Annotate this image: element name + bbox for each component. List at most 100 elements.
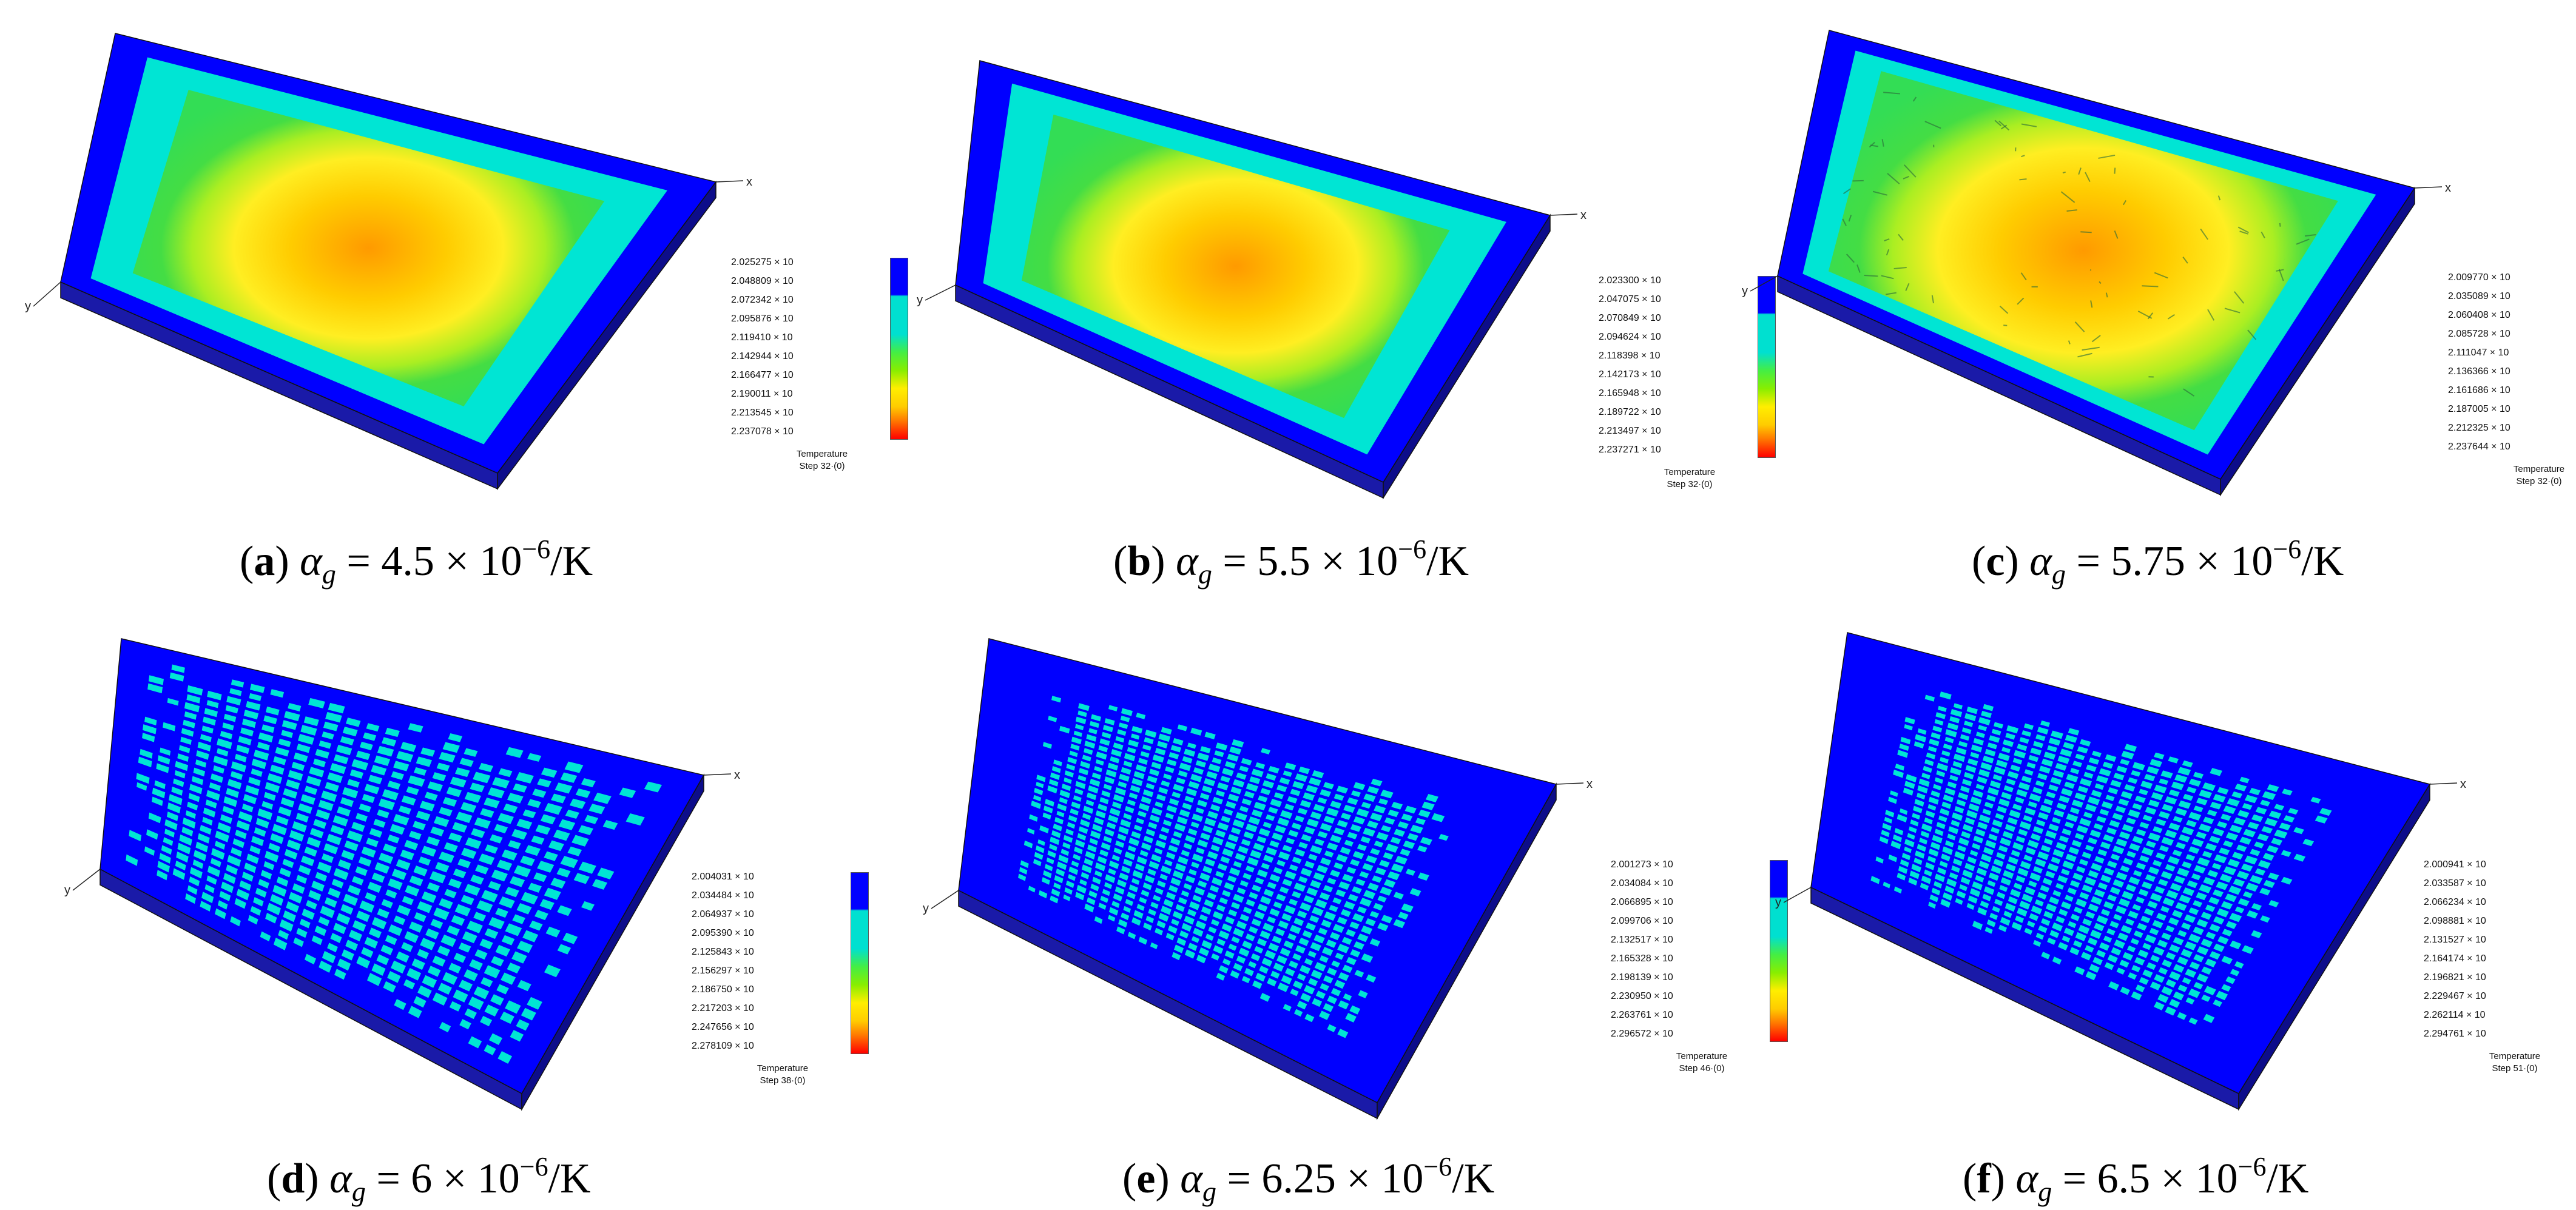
legend-value: 2.119410 × 10 <box>731 332 793 343</box>
legend-value: 2.136366 × 10 <box>2448 366 2510 377</box>
panel-d: x y 2.004031 × 10 2.034484 × 10 2.064937 × 1… <box>0 605 869 1210</box>
legend-value: 2.004031 × 10 <box>692 872 754 882</box>
crack-pattern <box>1870 691 2332 1025</box>
legend-value: 2.164174 × 10 <box>2424 953 2486 964</box>
legend-color-bar <box>890 258 908 440</box>
panel-caption: (f) αg = 6.5 × 10−6/K <box>1963 1152 2309 1207</box>
legend-title: Temperature <box>2513 464 2565 474</box>
panel-a: x y 2.025275 × 10 2.048809 × 10 2.072342 × 1… <box>0 0 908 605</box>
legend-value: 2.033587 × 10 <box>2424 878 2486 889</box>
legend-value: 2.237271 × 10 <box>1599 445 1661 455</box>
crack-pattern <box>1018 696 1449 1038</box>
panel-caption: (b) αg = 5.5 × 10−6/K <box>1113 534 1469 590</box>
legend-title: Temperature <box>757 1063 809 1074</box>
plate-render: xy <box>917 60 1586 500</box>
legend-value: 2.098881 × 10 <box>2424 916 2486 926</box>
legend-color-bar <box>1758 276 1776 458</box>
legend-value: 2.118398 × 10 <box>1599 351 1661 361</box>
legend-value: 2.034484 × 10 <box>692 890 754 901</box>
temperature-legend: 2.004031 × 10 2.034484 × 10 2.064937 × 10 2… <box>692 872 892 1151</box>
legend-value: 2.085728 × 10 <box>2448 329 2510 339</box>
legend-value: 2.230950 × 10 <box>1611 991 1673 1001</box>
legend-value: 2.217203 × 10 <box>692 1003 754 1013</box>
temperature-legend: 2.025275 × 10 2.048809 × 10 2.072342 × 10 2… <box>731 258 931 537</box>
legend-step: Step 46·(0) <box>1679 1063 1725 1074</box>
panel-caption: (d) αg = 6 × 10−6/K <box>267 1152 591 1207</box>
temperature-legend: 2.001273 × 10 2.034084 × 10 2.066895 × 10 2… <box>1611 860 1811 1139</box>
legend-value: 2.294761 × 10 <box>2424 1029 2486 1039</box>
panel-caption: (a) αg = 4.5 × 10−6/K <box>240 534 593 590</box>
axis-y-label: y <box>64 884 70 897</box>
legend-value: 2.142944 × 10 <box>731 351 794 361</box>
panel-caption: (c) αg = 5.75 × 10−6/K <box>1972 534 2344 590</box>
legend-value: 2.165328 × 10 <box>1611 953 1673 964</box>
axis-x-label: x <box>1580 209 1586 222</box>
axis-y-label: y <box>917 294 923 307</box>
legend-value: 2.099706 × 10 <box>1611 916 1673 926</box>
legend-title: Temperature <box>1664 467 1716 477</box>
legend-value: 2.142173 × 10 <box>1599 369 1661 380</box>
legend-value: 2.066895 × 10 <box>1611 897 1673 907</box>
legend-value: 2.009770 × 10 <box>2448 272 2510 283</box>
legend-value: 2.237644 × 10 <box>2448 442 2510 452</box>
legend-color-bar <box>1770 860 1788 1042</box>
legend-value: 2.064937 × 10 <box>692 909 754 919</box>
legend-step: Step 32·(0) <box>2516 476 2562 486</box>
legend-value: 2.212325 × 10 <box>2448 423 2510 433</box>
legend-value: 2.229467 × 10 <box>2424 991 2486 1001</box>
axis-x-label: x <box>746 175 752 189</box>
legend-value: 2.000941 × 10 <box>2424 859 2486 870</box>
legend-value: 2.095390 × 10 <box>692 928 754 938</box>
legend-value: 2.095876 × 10 <box>731 314 794 324</box>
crack-pattern <box>126 664 663 1064</box>
legend-value: 2.189722 × 10 <box>1599 407 1661 417</box>
plate-render: xy <box>923 638 1593 1120</box>
legend-title: Temperature <box>1676 1051 1728 1061</box>
legend-value: 2.161686 × 10 <box>2448 385 2510 395</box>
legend-value: 2.186750 × 10 <box>692 984 754 995</box>
warm-core <box>1021 114 1450 418</box>
legend-value: 2.035089 × 10 <box>2448 291 2510 301</box>
legend-step: Step 51·(0) <box>2492 1063 2538 1074</box>
plate-render: xy <box>1775 632 2466 1111</box>
legend-value: 2.001273 × 10 <box>1611 859 1673 870</box>
legend-value: 2.072342 × 10 <box>731 295 794 305</box>
axis-y-label: y <box>1742 284 1748 298</box>
plate-render: xy <box>64 638 740 1111</box>
legend-value: 2.034084 × 10 <box>1611 878 1673 889</box>
legend-value: 2.060408 × 10 <box>2448 310 2510 320</box>
legend-value: 2.048809 × 10 <box>731 276 794 286</box>
plate-render: xy <box>1742 30 2451 497</box>
warm-core <box>1828 71 2338 431</box>
legend-value: 2.237078 × 10 <box>731 426 794 437</box>
legend-value: 2.263761 × 10 <box>1611 1010 1673 1020</box>
legend-value: 2.190011 × 10 <box>731 389 793 399</box>
legend-value: 2.196821 × 10 <box>2424 972 2486 983</box>
legend-value: 2.247656 × 10 <box>692 1022 754 1032</box>
legend-value: 2.025275 × 10 <box>731 257 794 267</box>
legend-step: Step 32·(0) <box>1667 479 1713 489</box>
plate-render: xy <box>25 33 752 491</box>
legend-color-bar <box>851 872 869 1054</box>
legend-value: 2.066234 × 10 <box>2424 897 2486 907</box>
legend-value: 2.198139 × 10 <box>1611 972 1673 983</box>
axis-y-label: y <box>923 902 929 915</box>
warm-core <box>132 90 605 407</box>
temperature-legend: 2.000941 × 10 2.033587 × 10 2.066234 × 10 2… <box>2424 860 2576 1139</box>
legend-value: 2.047075 × 10 <box>1599 294 1661 304</box>
panel-b: x y 2.023300 × 10 2.047075 × 10 2.070849 × 1… <box>858 0 1776 605</box>
axis-x-label: x <box>2445 181 2451 195</box>
legend-value: 2.023300 × 10 <box>1599 275 1661 286</box>
temperature-legend: 2.023300 × 10 2.047075 × 10 2.070849 × 10 2… <box>1599 276 1799 555</box>
axis-x-label: x <box>2460 778 2466 791</box>
panel-f: x y 2.000941 × 10 2.033587 × 10 2.066234 × 1… <box>1717 605 2576 1210</box>
legend-value: 2.165948 × 10 <box>1599 388 1661 398</box>
legend-value: 2.125843 × 10 <box>692 947 754 957</box>
legend-value: 2.187005 × 10 <box>2448 404 2510 414</box>
legend-step: Step 38·(0) <box>760 1075 806 1086</box>
legend-value: 2.213545 × 10 <box>731 408 794 418</box>
temperature-legend: 2.009770 × 10 2.035089 × 10 2.060408 × 10 2… <box>2448 273 2576 552</box>
legend-value: 2.213497 × 10 <box>1599 426 1661 436</box>
legend-title: Temperature <box>796 449 848 459</box>
legend-value: 2.131527 × 10 <box>2424 935 2486 945</box>
